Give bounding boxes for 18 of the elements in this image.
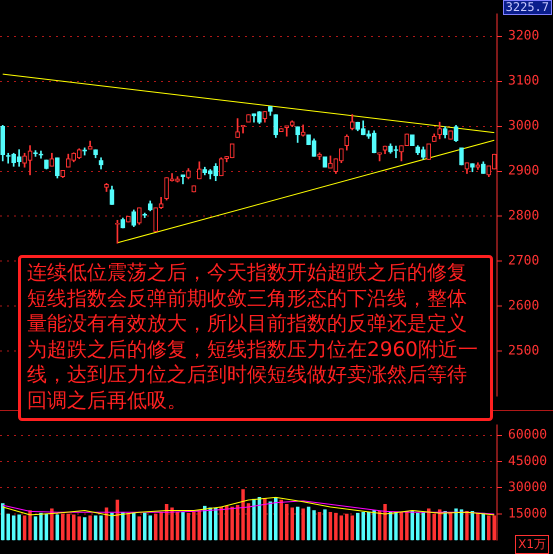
y-tick-label: 30000 bbox=[508, 480, 548, 496]
text: X1万 bbox=[518, 537, 546, 551]
y-tick-label: 15000 bbox=[508, 506, 548, 522]
y-tick-label: 3200 bbox=[508, 28, 540, 44]
candlestick bbox=[377, 152, 382, 162]
y-tick-label: 2600 bbox=[508, 298, 540, 314]
y-tick-label: 2500 bbox=[508, 344, 540, 359]
y-tick-label: 2800 bbox=[508, 208, 540, 224]
y-tick-label: 3100 bbox=[508, 74, 540, 89]
y-tick-label: 2700 bbox=[508, 254, 540, 269]
y-tick-label: 2900 bbox=[508, 164, 540, 179]
y-tick-label: 60000 bbox=[508, 428, 548, 443]
text: 3225.7 bbox=[506, 0, 549, 14]
annotation: 连续低位震荡之后，今天指数开始超跌之后的修复短线指数会反弹前期收敛三角形态的下沿线，整体量能没有有效放大，所以目前指数的反弹还是定义为超跌之后的修复，短线指数压力位在2960附近一线，达到压力位之后到时候短线做好卖涨然后等待回调之后再低吸。 bbox=[27, 260, 478, 412]
candlestick bbox=[38, 150, 44, 159]
candlestick bbox=[240, 125, 246, 134]
y-tick-label: 3000 bbox=[508, 118, 540, 134]
y-tick-label: 45000 bbox=[508, 454, 548, 469]
